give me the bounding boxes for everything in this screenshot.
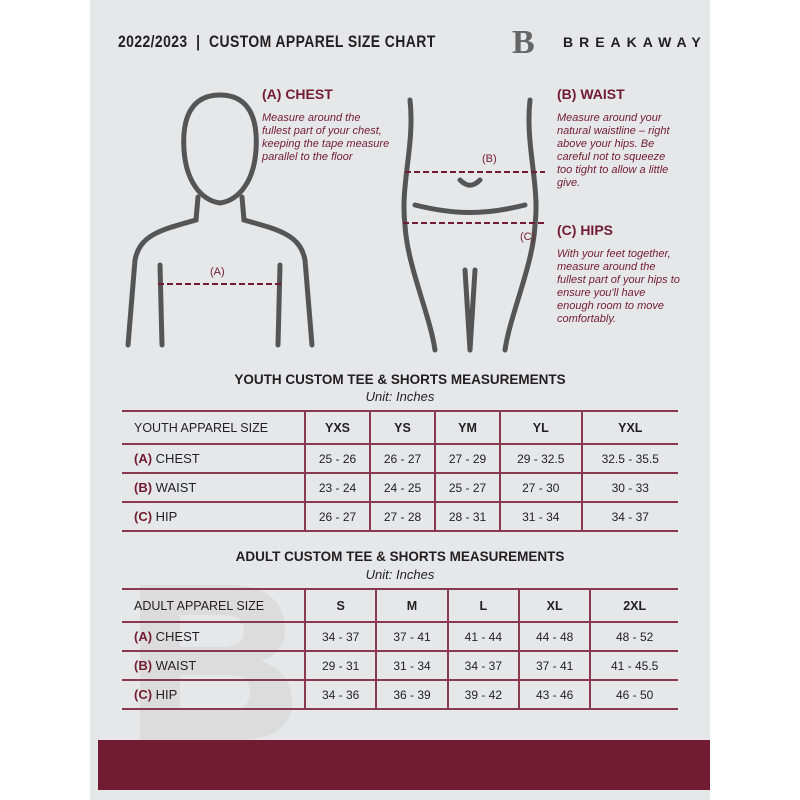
table-header-row: ADULT APPAREL SIZE S M L XL 2XL [122,588,678,623]
brand-logo-icon: B [512,24,535,61]
table-row: (A) CHEST 25 - 26 26 - 27 27 - 29 29 - 32.5 3… [122,443,678,474]
table-row: (C) HIP 26 - 27 27 - 28 28 - 31 31 - 34 34 - … [122,501,678,532]
youth-size-table: YOUTH APPAREL SIZE YXS YS YM YL YXL (A) CHES… [122,410,678,532]
waist-title: (B) WAIST [557,86,625,102]
hip-marker: (C) [520,231,536,243]
lower-body-illustration [401,97,545,353]
footer-band [98,740,710,790]
chest-description: Measure around the fullest part of your … [262,112,390,163]
waist-marker: (B) [482,153,497,165]
size-chart-page: 2022/2023 | CUSTOM APPAREL SIZE CHART B … [90,0,710,800]
hips-title: (C) HIPS [557,222,613,238]
waist-description: Measure around your natural waistline – … [557,112,670,189]
youth-table-title: YOUTH CUSTOM TEE & SHORTS MEASUREMENTS [234,372,566,387]
page-title: 2022/2023 | CUSTOM APPAREL SIZE CHART [118,32,436,51]
table-row: (A) CHEST 34 - 37 37 - 41 41 - 44 44 - 48 48 … [122,621,678,652]
adult-table-title: ADULT CUSTOM TEE & SHORTS MEASUREMENTS [235,549,565,564]
table-row: (C) HIP 34 - 36 36 - 39 39 - 42 43 - 46 46 - … [122,679,678,710]
brand-name: BREAKAWAY [563,34,707,50]
upper-body-illustration [125,92,315,348]
chest-marker: (A) [210,266,225,278]
chest-title: (A) CHEST [262,86,333,102]
adult-unit: Unit: Inches [365,567,435,582]
table-row: (B) WAIST 23 - 24 24 - 25 25 - 27 27 - 30 30 … [122,472,678,503]
table-header-row: YOUTH APPAREL SIZE YXS YS YM YL YXL [122,410,678,445]
youth-unit: Unit: Inches [365,389,435,404]
table-row: (B) WAIST 29 - 31 31 - 34 34 - 37 37 - 41 41 … [122,650,678,681]
hips-description: With your feet together, measure around … [557,248,680,325]
adult-size-table: ADULT APPAREL SIZE S M L XL 2XL (A) CHEST 34 … [122,588,678,710]
